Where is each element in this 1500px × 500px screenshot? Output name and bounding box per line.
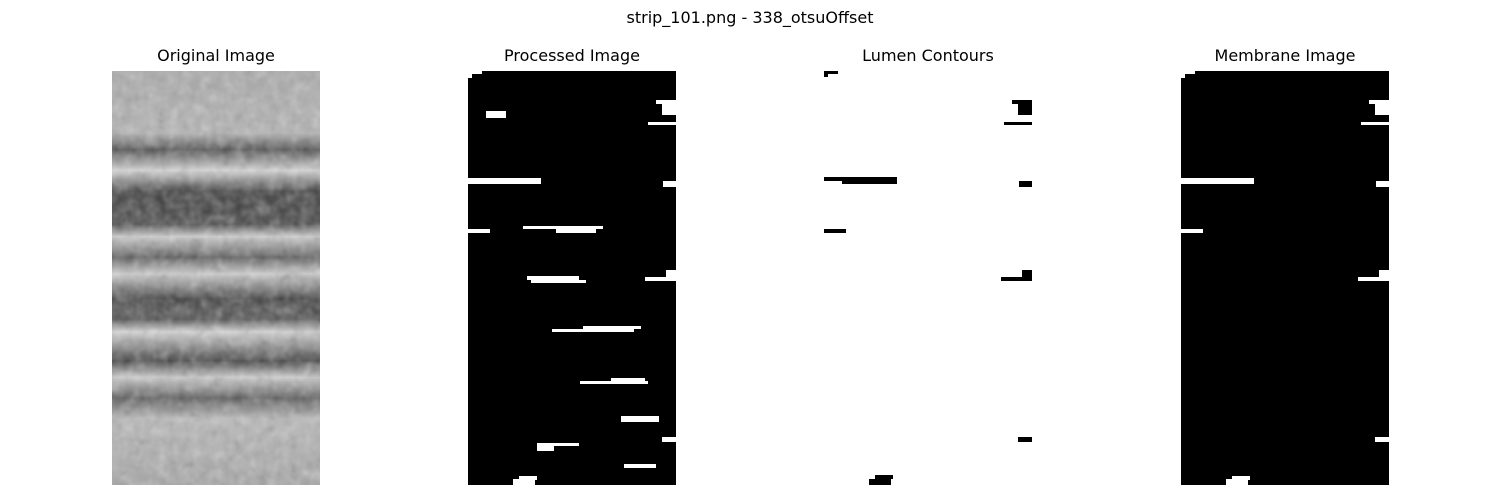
membrane-image (1181, 71, 1389, 485)
panel-title-processed: Processed Image (504, 46, 640, 65)
original-image (112, 71, 320, 485)
lumen-contours-graphic (824, 71, 1032, 485)
figure-title: strip_101.png - 338_otsuOffset (626, 8, 874, 27)
processed-image-graphic (468, 71, 676, 485)
panel-title-original: Original Image (157, 46, 275, 65)
original-image-graphic (112, 71, 320, 485)
panel-title-membrane: Membrane Image (1214, 46, 1356, 65)
lumen-contours (824, 71, 1032, 485)
membrane-image-graphic (1181, 71, 1389, 485)
processed-image (468, 71, 676, 485)
panel-title-lumen: Lumen Contours (862, 46, 994, 65)
